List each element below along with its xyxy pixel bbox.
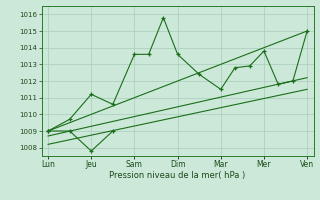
- X-axis label: Pression niveau de la mer( hPa ): Pression niveau de la mer( hPa ): [109, 171, 246, 180]
